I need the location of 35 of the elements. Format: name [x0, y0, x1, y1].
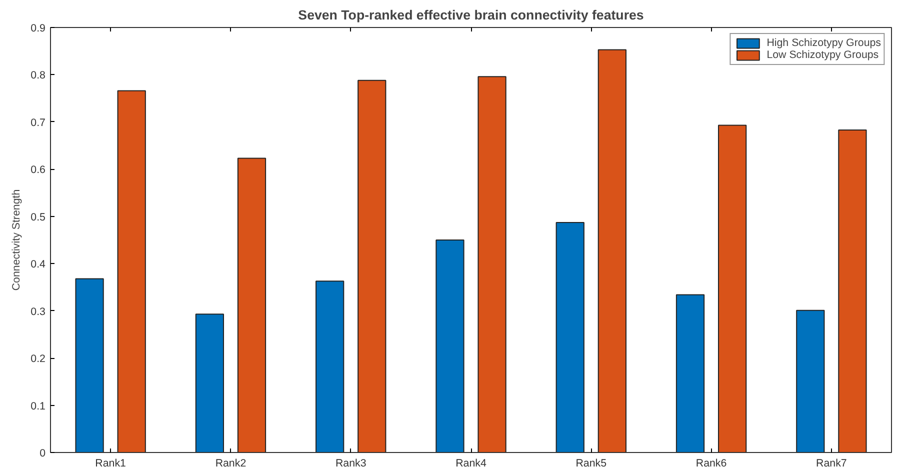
bar [676, 294, 705, 452]
y-tick-label: 0.3 [30, 306, 46, 318]
y-tick-label: 0.4 [30, 258, 46, 271]
y-tick-label: 0 [40, 448, 46, 460]
legend-label: Low Schizotypy Groups [766, 49, 879, 61]
x-tick-label: Rank7 [816, 458, 847, 470]
x-tick-label: Rank5 [576, 458, 607, 470]
bar [556, 222, 584, 452]
y-tick-label: 0.6 [30, 164, 46, 176]
y-tick-label: 0.9 [30, 22, 46, 34]
y-tick-label: 0.8 [30, 70, 46, 82]
y-tick-label: 0.2 [30, 353, 46, 366]
y-tick-label: 0.5 [30, 211, 46, 224]
bar [598, 49, 626, 452]
bar [478, 76, 506, 452]
bar [436, 240, 464, 452]
bar [117, 90, 146, 452]
bar [75, 278, 104, 452]
legend-label: High Schizotypy Groups [766, 37, 881, 49]
bar [358, 80, 386, 452]
bar [796, 310, 825, 452]
chart-title: Seven Top-ranked effective brain connectivity features [298, 8, 644, 22]
y-tick-label: 0.7 [30, 116, 46, 129]
bar [195, 314, 224, 452]
x-tick-label: Rank1 [95, 458, 126, 470]
x-tick-label: Rank2 [215, 458, 246, 470]
bar [718, 124, 747, 452]
y-tick-label: 0.1 [30, 400, 46, 412]
bar [237, 158, 266, 452]
bar [316, 280, 344, 452]
x-tick-label: Rank3 [335, 458, 366, 470]
y-axis-title: Connectivity Strength [10, 189, 23, 291]
x-tick-label: Rank4 [456, 458, 486, 470]
x-tick-label: Rank6 [696, 458, 727, 470]
bar [838, 129, 867, 452]
